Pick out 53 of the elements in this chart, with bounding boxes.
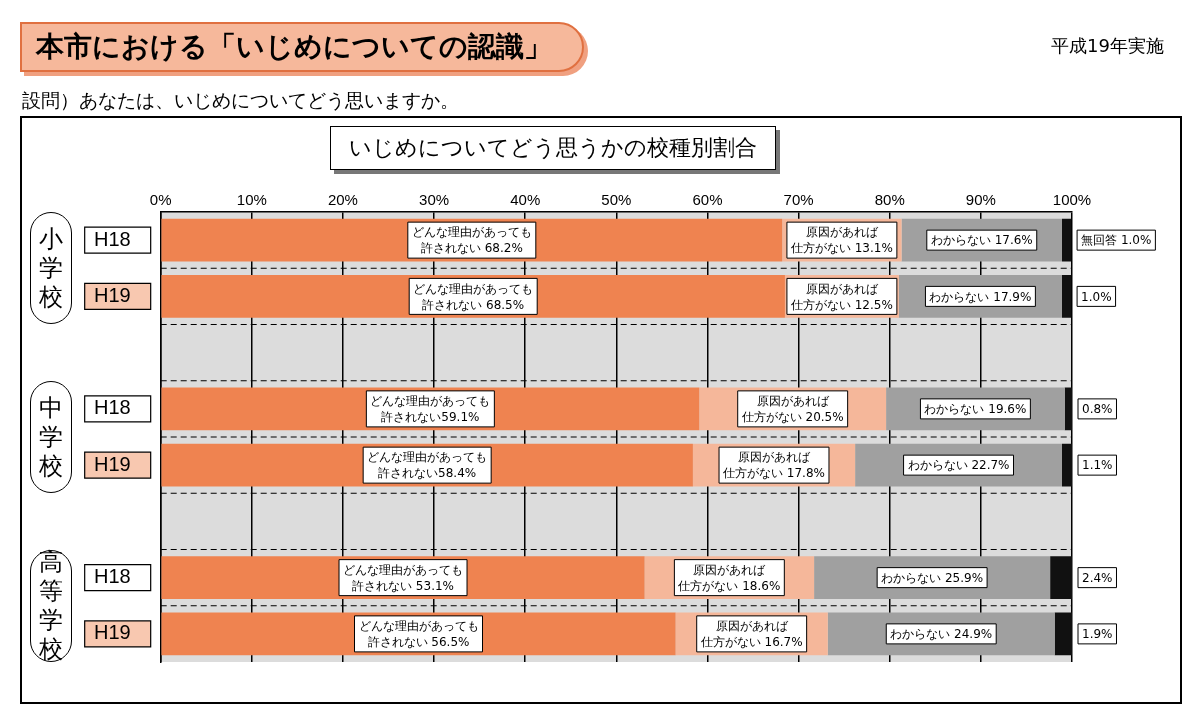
- text: いじめについてどう思うかの校種別割合: [330, 126, 776, 170]
- bar: [1061, 218, 1072, 262]
- data-label: どんな理由があっても許されない58.4%: [367, 450, 488, 481]
- data-label: どんな理由があっても許されない59.1%: [370, 394, 491, 424]
- x-tick-label: 10%: [236, 191, 267, 209]
- x-tick-label: 90%: [965, 191, 996, 209]
- data-label: 0.8%: [1081, 402, 1113, 416]
- data-label: わからない 17.6%: [930, 233, 1033, 248]
- bar: [1064, 387, 1072, 431]
- chart-title: 本市における「いじめについての認識」: [20, 22, 584, 72]
- data-label: わからない 17.9%: [929, 289, 1032, 304]
- data-label: わからない 22.7%: [907, 458, 1010, 473]
- y-tick-label: H19: [93, 283, 131, 306]
- x-tick-label: 30%: [419, 191, 450, 209]
- chart-subtitle: 設問）あなたは、いじめについてどう思いますか。: [22, 88, 459, 113]
- data-label: 1.1%: [1081, 458, 1113, 473]
- data-label: 原因があれば仕方がない 13.1%: [789, 225, 893, 256]
- data-label: わからない 25.9%: [881, 570, 984, 585]
- data-label: わからない 24.9%: [890, 627, 993, 641]
- y-tick-label: H18: [93, 565, 131, 588]
- text: 中学校: [38, 393, 64, 481]
- y-tick-label: H19: [93, 621, 131, 644]
- y-tick-label: H18: [93, 396, 131, 419]
- data-label: 1.9%: [1081, 627, 1113, 641]
- data-label: 原因があれば仕方がない 17.8%: [722, 450, 825, 481]
- data-label: 原因があれば仕方がない 18.6%: [677, 562, 781, 593]
- data-label: 原因があれば仕方がない 20.5%: [740, 394, 844, 424]
- data-label: わからない 19.6%: [924, 402, 1027, 416]
- data-label: どんな理由があっても許されない 68.5%: [413, 281, 534, 312]
- data-label: 原因があれば仕方がない 12.5%: [789, 281, 893, 312]
- x-tick-label: 0%: [149, 191, 172, 209]
- bar: [1050, 556, 1072, 599]
- data-label: どんな理由があっても許されない 56.5%: [358, 619, 479, 649]
- data-label: 原因があれば仕方がない 16.7%: [699, 619, 803, 649]
- x-tick-label: 100%: [1052, 191, 1092, 209]
- data-label: 無回答 1.0%: [1081, 233, 1152, 248]
- bar: [1061, 443, 1072, 487]
- y-tick-label: H19: [93, 452, 131, 475]
- x-tick-label: 40%: [510, 191, 541, 209]
- text: 小学校: [38, 224, 64, 312]
- x-tick-label: 50%: [601, 191, 632, 209]
- bar: [1054, 612, 1072, 656]
- data-label: 2.4%: [1081, 570, 1113, 585]
- x-tick-label: 80%: [874, 191, 905, 209]
- data-label: どんな理由があっても許されない 53.1%: [343, 562, 464, 593]
- text: 平成19年実施: [1051, 34, 1164, 58]
- x-tick-label: 60%: [692, 191, 723, 209]
- data-label: どんな理由があっても許されない 68.2%: [411, 225, 532, 256]
- bar: [1061, 275, 1072, 318]
- x-tick-label: 20%: [327, 191, 358, 209]
- data-label: 1.0%: [1081, 289, 1112, 304]
- y-tick-label: H18: [93, 227, 131, 250]
- x-tick-label: 70%: [783, 191, 814, 209]
